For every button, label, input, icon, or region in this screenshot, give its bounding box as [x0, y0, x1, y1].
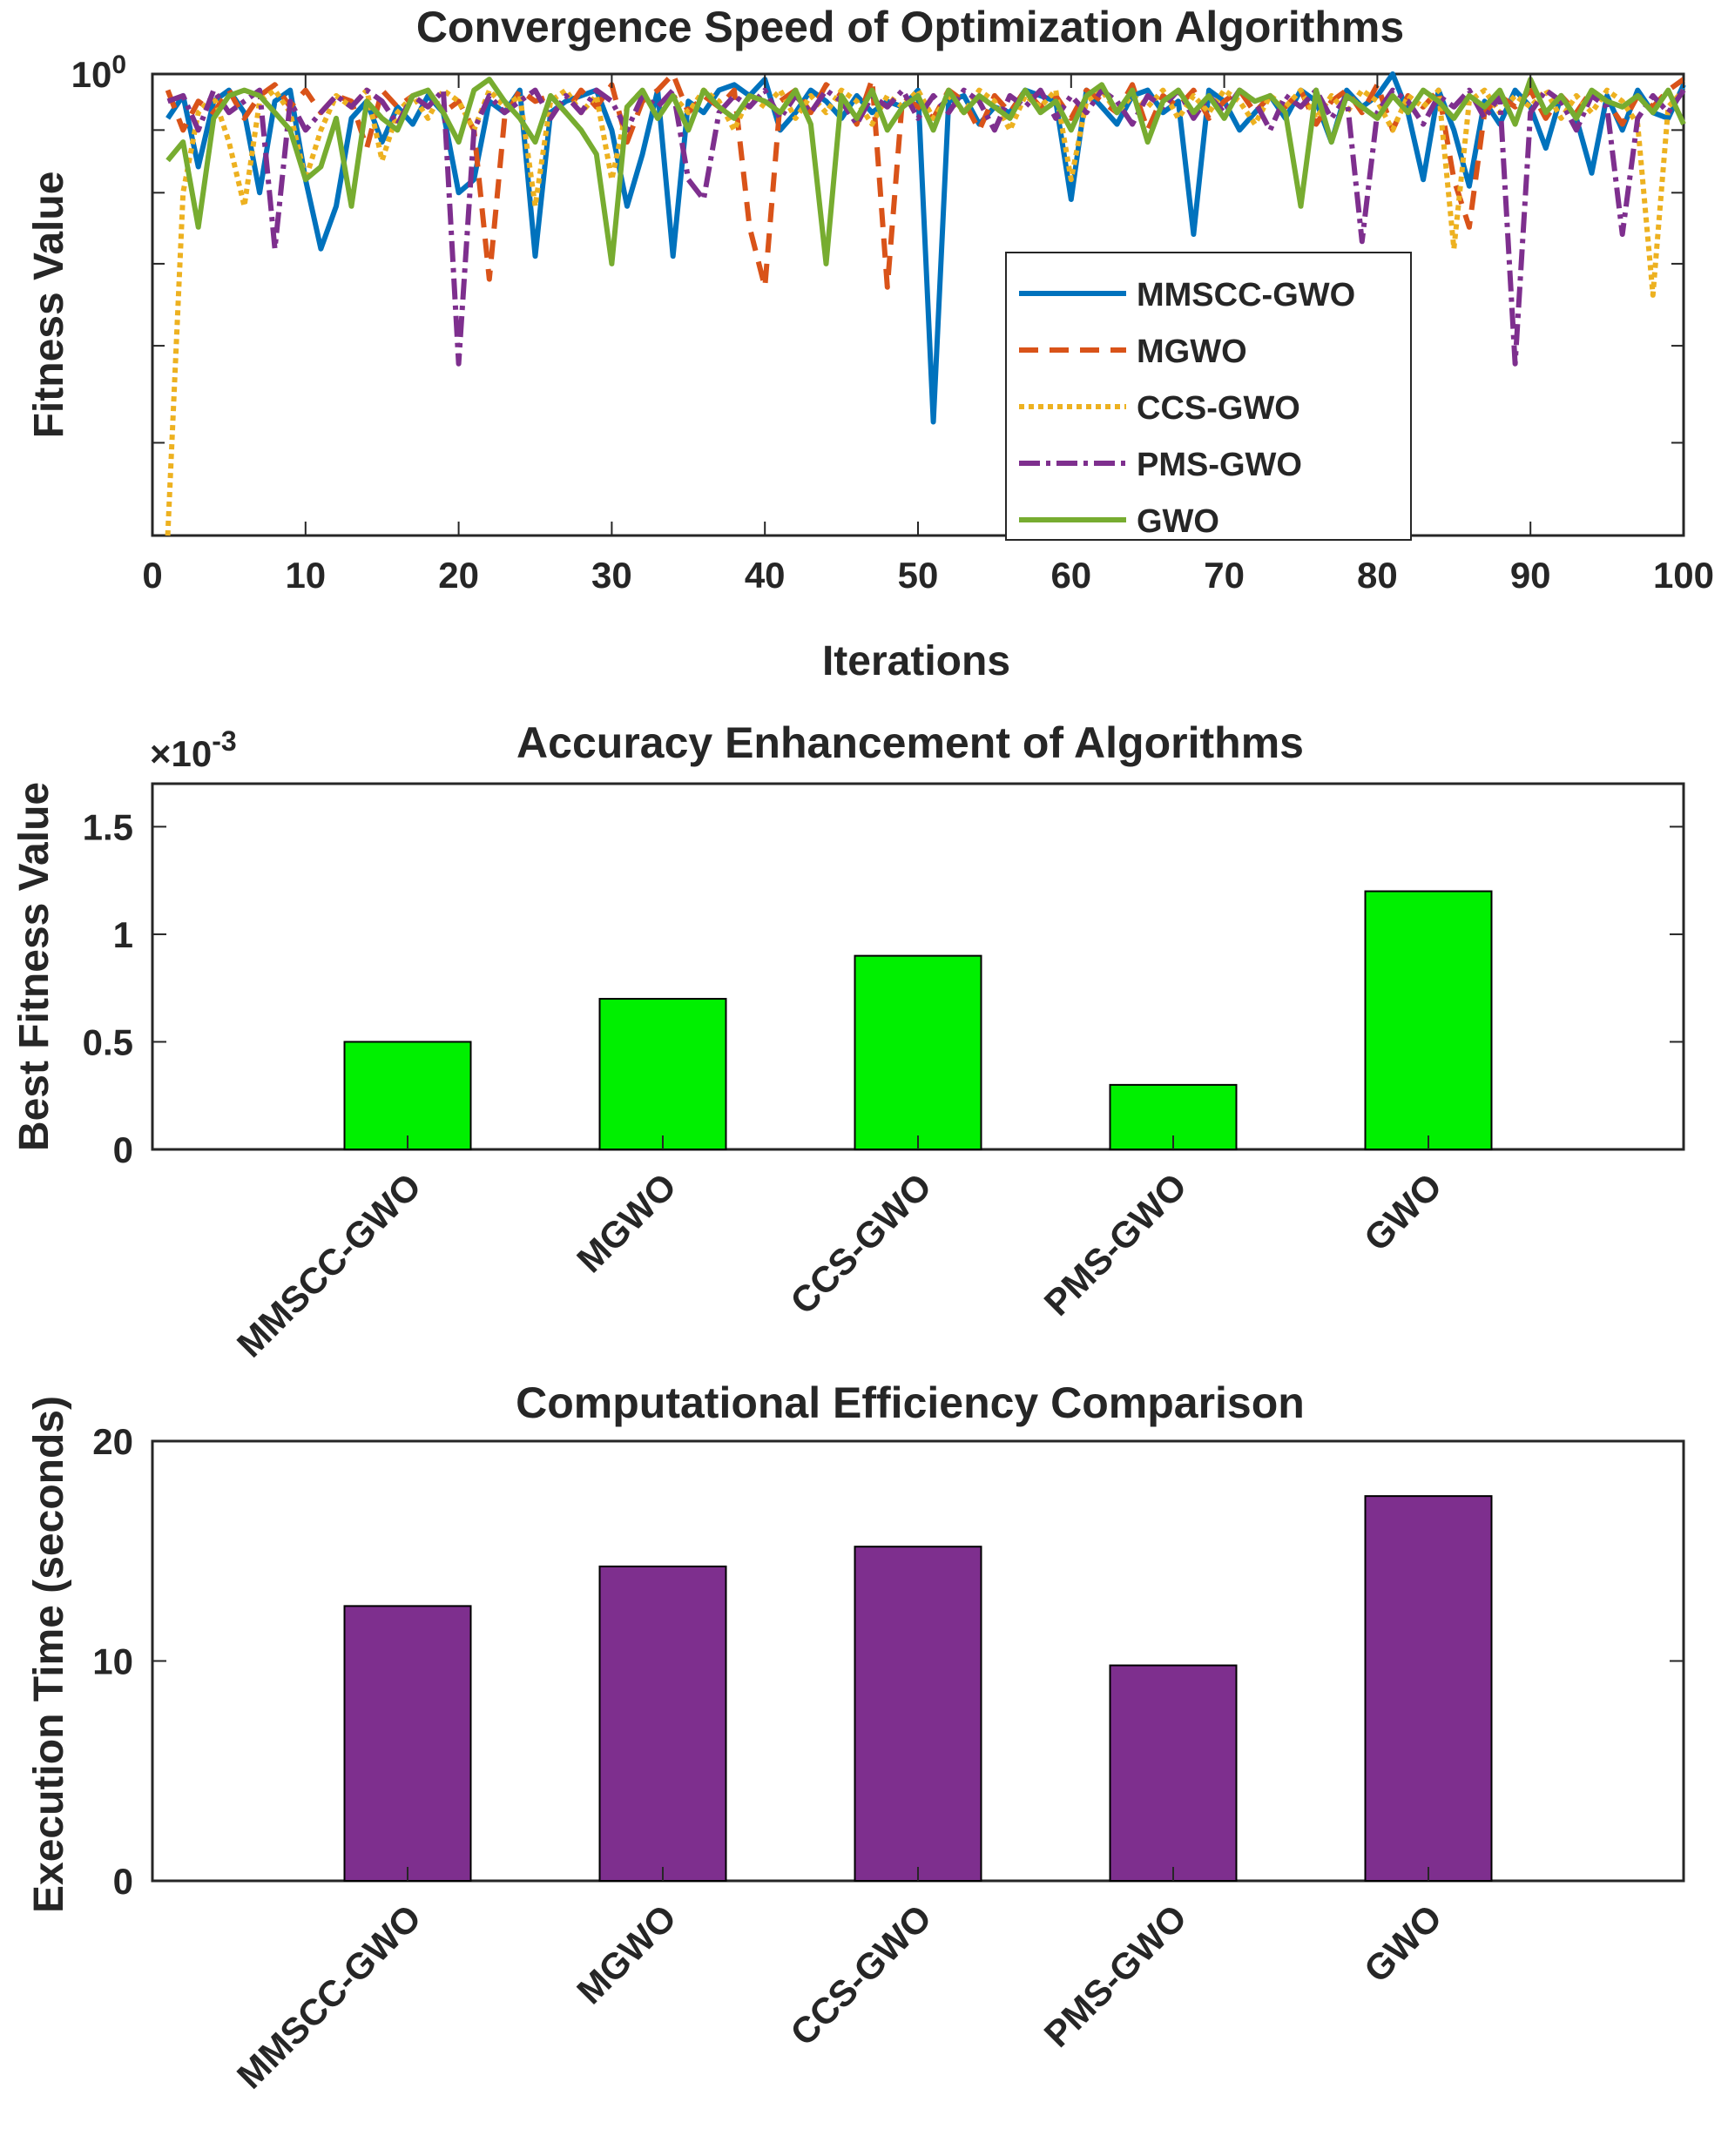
x-tick-label: CCS-GWO: [782, 1897, 939, 2053]
convergence-y-ticks: 100: [71, 51, 126, 95]
x-tick-label: 0: [142, 555, 162, 596]
efficiency-chart: Computational Efficiency Comparison 0 10 2…: [26, 1378, 1685, 2097]
convergence-legend: MMSCC-GWO MGWO CCS-GWO PMS-GWO GWO: [1005, 252, 1412, 541]
y-tick-label: 1: [113, 914, 133, 955]
bar-mmscc-gwo: [343, 1041, 472, 1150]
efficiency-y-ticks: 0 10 20: [92, 1421, 1684, 1902]
accuracy-chart: Accuracy Enhancement of Algorithms ×10-3…: [11, 718, 1685, 1365]
y-tick-label: 20: [92, 1421, 133, 1462]
x-tick-label: MMSCC-GWO: [229, 1897, 429, 2097]
x-tick-label: 70: [1204, 555, 1245, 596]
accuracy-y-ticks: 0 0.5 1 1.5: [83, 806, 1684, 1170]
x-tick-label: MGWO: [569, 1165, 684, 1280]
x-tick-label: MMSCC-GWO: [229, 1165, 429, 1365]
accuracy-bars: [343, 890, 1493, 1151]
x-tick-label: 30: [591, 555, 632, 596]
accuracy-y-axis-label: Best Fitness Value: [11, 782, 57, 1151]
legend-entry: PMS-GWO: [1137, 447, 1302, 483]
efficiency-bars: [343, 1495, 1493, 1883]
legend-entry: MGWO: [1137, 334, 1247, 370]
legend-entry: CCS-GWO: [1137, 390, 1300, 427]
legend-box: [1005, 252, 1412, 541]
y-tick-label: 0.5: [83, 1021, 133, 1062]
convergence-chart-title: Convergence Speed of Optimization Algori…: [416, 3, 1404, 51]
accuracy-chart-title: Accuracy Enhancement of Algorithms: [516, 718, 1304, 767]
x-tick-label: PMS-GWO: [1036, 1165, 1195, 1324]
x-tick-label: 10: [285, 555, 326, 596]
bar-gwo: [1364, 890, 1493, 1150]
x-tick-label: PMS-GWO: [1036, 1897, 1195, 2055]
x-tick-label: GWO: [1356, 1897, 1449, 1990]
x-tick-label: 20: [438, 555, 479, 596]
x-tick-label: GWO: [1356, 1165, 1449, 1258]
y-tick-label: 0: [113, 1129, 133, 1170]
efficiency-y-axis-label: Execution Time (seconds): [26, 1396, 72, 1913]
convergence-series-lines: [165, 71, 1686, 536]
x-tick-label: 80: [1357, 555, 1398, 596]
accuracy-x-ticks: MMSCC-GWO MGWO CCS-GWO PMS-GWO GWO: [229, 1135, 1449, 1365]
x-tick-label: 100: [1653, 555, 1714, 596]
legend-entry: GWO: [1137, 503, 1219, 540]
x-tick-label: 40: [745, 555, 786, 596]
y-tick-label: 1.5: [83, 806, 133, 847]
x-tick-label: CCS-GWO: [782, 1165, 939, 1322]
convergence-x-ticks: 0 10 20 30 40 50 60 70 80 90 100: [142, 74, 1714, 596]
convergence-y-axis-label: Fitness Value: [26, 172, 72, 439]
efficiency-x-ticks: MMSCC-GWO MGWO CCS-GWO PMS-GWO GWO: [229, 1867, 1449, 2097]
x-tick-label: MGWO: [569, 1897, 684, 2011]
y-tick-label: 100: [71, 51, 126, 95]
bar-mgwo: [598, 1565, 727, 1883]
series-line-gwo: [165, 77, 1686, 266]
y-tick-label: 0: [113, 1861, 133, 1902]
bar-pms-gwo: [1109, 1664, 1238, 1883]
bar-ccs-gwo: [854, 954, 982, 1151]
accuracy-exponent-label: ×10-3: [150, 725, 237, 774]
x-tick-label: 50: [898, 555, 939, 596]
bar-gwo: [1364, 1495, 1493, 1882]
convergence-x-axis-label: Iterations: [822, 638, 1010, 684]
y-tick-label: 10: [92, 1641, 133, 1682]
bar-mmscc-gwo: [343, 1605, 472, 1882]
bar-ccs-gwo: [854, 1546, 982, 1882]
convergence-chart: Convergence Speed of Optimization Algori…: [26, 3, 1714, 684]
legend-entry: MMSCC-GWO: [1137, 277, 1355, 313]
x-tick-label: 90: [1510, 555, 1551, 596]
bar-mgwo: [598, 998, 727, 1151]
x-tick-label: 60: [1050, 555, 1091, 596]
efficiency-chart-title: Computational Efficiency Comparison: [516, 1378, 1305, 1427]
